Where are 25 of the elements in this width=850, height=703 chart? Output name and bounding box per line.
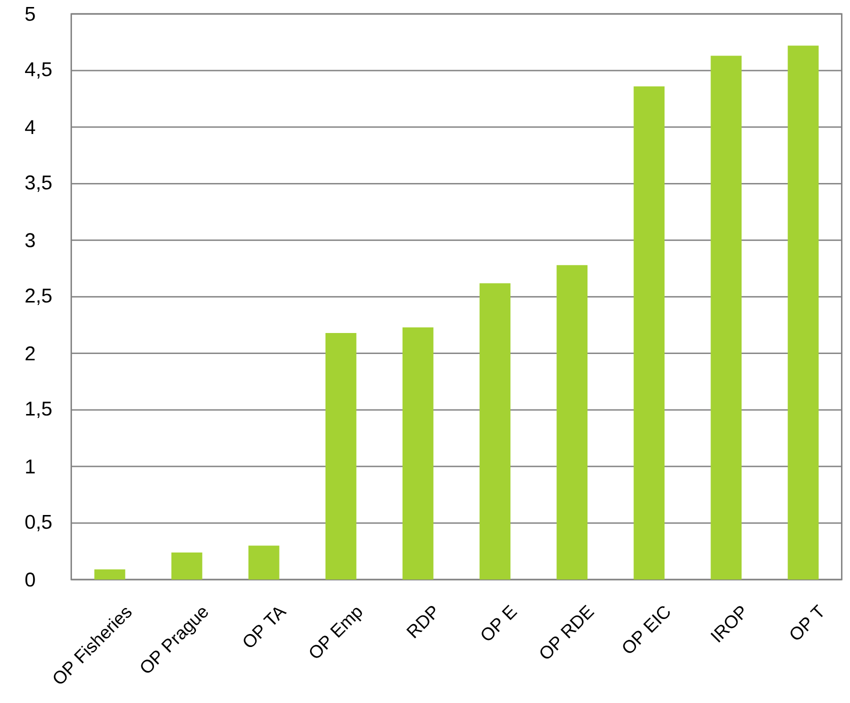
x-tick-label: OP TA: [244, 608, 287, 648]
bar: [710, 56, 742, 580]
y-tick-label: 2: [26, 346, 35, 360]
bar: [788, 46, 819, 580]
bar: [402, 327, 434, 580]
x-tick-label: OP T: [790, 604, 823, 640]
bar: [634, 86, 665, 580]
x-tick-label: OP EIC: [623, 606, 670, 654]
bar: [325, 333, 356, 580]
y-tick-label: 4,5: [25, 62, 52, 79]
y-tick-label: 0: [25, 572, 35, 587]
bar: [556, 265, 588, 580]
y-tick-label: 3,5: [25, 176, 52, 192]
y-tick-label: 1: [26, 460, 35, 474]
bar: [94, 570, 126, 580]
bar: [480, 283, 510, 580]
x-tick-label: OP E: [482, 604, 518, 640]
y-tick-label: 4: [25, 120, 36, 134]
bar: [171, 552, 202, 580]
y-tick-label: 3: [25, 233, 35, 248]
y-tick-label: 1,5: [26, 402, 52, 418]
y-tick-label: 5: [25, 7, 35, 22]
y-tick-label: 2,5: [26, 288, 52, 306]
bar: [248, 546, 280, 580]
y-tick-label: 0,5: [25, 514, 52, 532]
